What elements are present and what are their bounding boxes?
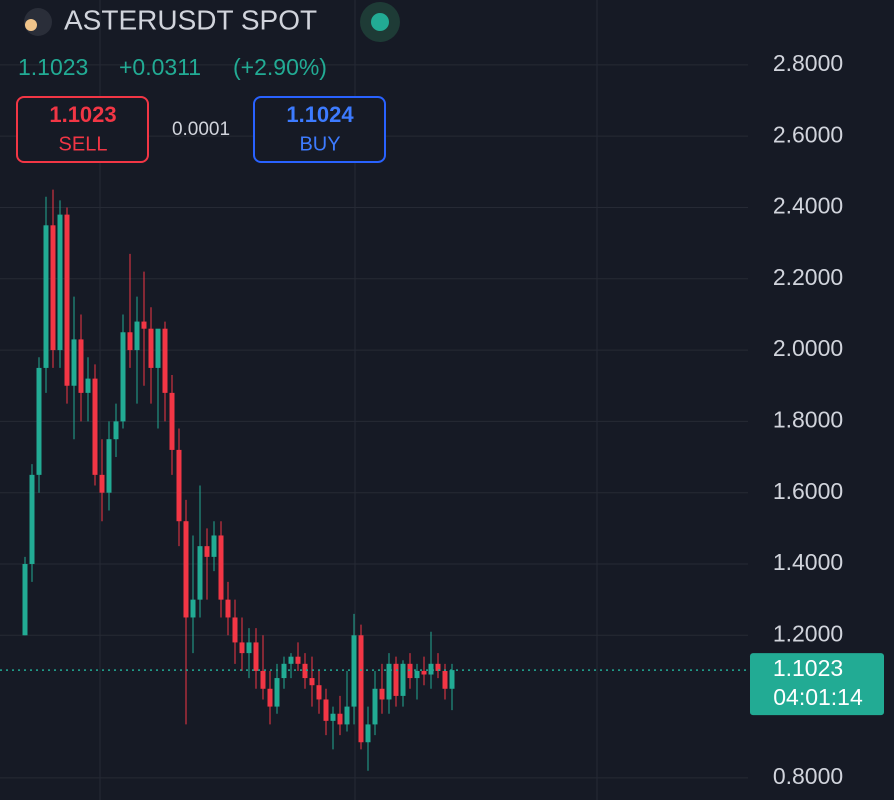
header: ASTERUSDT SPOT 1.1023 +0.0311 (+2.90%) 1… [16, 2, 400, 163]
change-pct: (+2.90%) [233, 54, 327, 80]
last-price-label: 1.1023 [773, 655, 843, 681]
candle-body [106, 439, 112, 493]
y-tick-label: 2.0000 [773, 335, 843, 361]
candle-body [295, 656, 301, 664]
sell-label: SELL [59, 133, 108, 155]
candle-body [246, 642, 252, 654]
candle-body [253, 642, 259, 671]
candle-body [288, 656, 294, 664]
candle-body [344, 706, 350, 725]
candle-body [351, 635, 357, 707]
symbol-icon-dot [25, 19, 37, 31]
buy-button[interactable] [253, 96, 386, 163]
candle-body [155, 328, 161, 368]
buy-price: 1.1024 [286, 102, 354, 127]
candle-body [435, 663, 441, 671]
y-tick-label: 1.6000 [773, 478, 843, 504]
y-tick-label: 1.2000 [773, 620, 843, 646]
candle-body [274, 678, 280, 707]
y-tick-label: 0.8000 [773, 763, 843, 789]
candle-body [239, 642, 245, 654]
candle-body [127, 332, 133, 351]
candle-body [57, 214, 63, 351]
price: 1.1023 [18, 54, 88, 80]
candle-body [267, 688, 273, 707]
candle-body [134, 321, 140, 351]
market-status-dot [371, 13, 389, 31]
candle-body [414, 670, 420, 679]
candle-body [71, 339, 77, 386]
buy-label: BUY [299, 133, 340, 155]
candle-body [92, 378, 98, 475]
y-tick-label: 2.6000 [773, 121, 843, 147]
candle-body [43, 225, 49, 368]
candle-body [260, 670, 266, 689]
change: +0.0311 [119, 54, 201, 80]
candle-body [169, 392, 175, 450]
candle-body [99, 474, 105, 493]
y-tick-label: 2.2000 [773, 264, 843, 290]
candle-body [302, 663, 308, 679]
candle-body [50, 225, 56, 351]
symbol: ASTERUSDT SPOT [64, 4, 317, 35]
candle-body [365, 724, 371, 743]
y-tick-label: 1.4000 [773, 549, 843, 575]
countdown: 04:01:14 [773, 684, 863, 710]
candle-body [421, 670, 427, 675]
candle-body [358, 635, 364, 743]
candle-body [323, 699, 329, 721]
candle-body [78, 339, 84, 393]
candle-body [393, 663, 399, 696]
candle-body [428, 663, 434, 675]
candle-body [218, 535, 224, 600]
candle-body [372, 688, 378, 725]
candle-body [407, 663, 413, 679]
candle-body [120, 332, 126, 422]
candle-body [176, 449, 182, 522]
candle-body [316, 685, 322, 700]
candle-body [204, 546, 210, 557]
y-tick-label: 1.8000 [773, 406, 843, 432]
candle-body [22, 563, 28, 636]
sell-button[interactable] [16, 96, 149, 163]
candle-body [449, 670, 455, 689]
candle-body [379, 688, 385, 700]
candle-body [113, 421, 119, 440]
candle-body [337, 713, 343, 725]
y-tick-label: 2.8000 [773, 50, 843, 76]
plot [0, 189, 748, 771]
candle-body [211, 535, 217, 557]
candle-body [197, 546, 203, 600]
candle-body [232, 617, 238, 643]
candle-body [442, 670, 448, 689]
candle-body [386, 663, 392, 700]
candle-body [36, 367, 42, 475]
candle-body [64, 214, 70, 386]
candle-body [330, 713, 336, 721]
candle-body [183, 521, 189, 618]
candle-body [400, 663, 406, 696]
candle-body [162, 328, 168, 393]
y-tick-label: 2.4000 [773, 193, 843, 219]
candle-body [281, 663, 287, 679]
candle-body [85, 378, 91, 393]
last-price-tag [750, 653, 884, 716]
spread: 0.0001 [172, 119, 230, 140]
candle-body [141, 321, 147, 329]
candle-body [309, 678, 315, 686]
candle-body [29, 474, 35, 564]
sell-price: 1.1023 [49, 102, 116, 127]
candle-body [148, 328, 154, 368]
candle-body [190, 599, 196, 618]
candle-body [225, 599, 231, 618]
